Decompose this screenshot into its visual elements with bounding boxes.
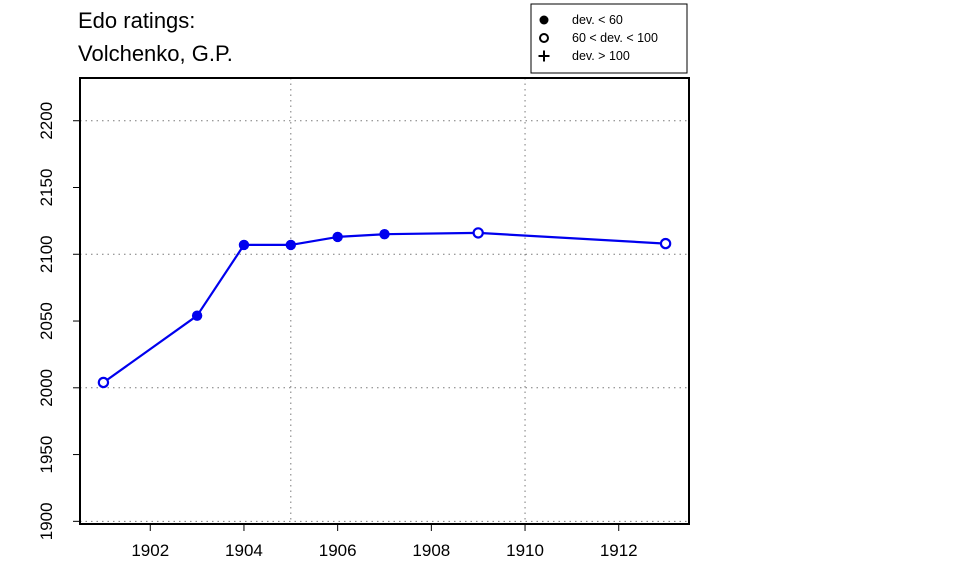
series-line: [102, 231, 666, 384]
legend-entry-label: dev. < 60: [572, 13, 623, 27]
legend-filled-circle-icon: [539, 15, 549, 25]
legend-open-circle-icon: [539, 33, 549, 43]
y-tick-label: 1950: [37, 436, 56, 474]
data-point: [238, 239, 250, 251]
data-point: [191, 310, 203, 321]
x-tick-label: 1912: [600, 541, 638, 560]
y-tick-label: 1900: [37, 502, 56, 540]
data-point: [332, 231, 343, 243]
legend: dev. < 60 60 < dev. < 100 dev. > 100: [530, 3, 688, 74]
x-tick-label: 1904: [225, 541, 263, 560]
y-tick-label: 2050: [37, 302, 56, 340]
y-tick-label: 2000: [37, 369, 56, 407]
data-point: [379, 229, 390, 240]
data-point: [659, 237, 672, 250]
data-point: [97, 376, 110, 389]
legend-entry-label: dev. > 100: [572, 49, 630, 63]
rating-series: [97, 227, 672, 389]
data-point: [472, 227, 484, 239]
x-tick-label: 1908: [412, 541, 450, 560]
legend-entry-label: 60 < dev. < 100: [572, 31, 658, 45]
data-point: [285, 239, 297, 251]
chart-title-line2: Volchenko, G.P.: [78, 41, 233, 66]
y-tick-label: 2200: [37, 102, 56, 140]
y-tick-label: 2150: [37, 169, 56, 207]
grid: [80, 78, 689, 524]
y-axis: 1900 1950 2000 2050 2100 2150 2200: [37, 102, 81, 540]
chart-title-line1: Edo ratings:: [78, 8, 195, 33]
x-tick-label: 1906: [319, 541, 357, 560]
x-tick-label: 1902: [131, 541, 169, 560]
legend-box: [530, 3, 688, 74]
plot-frame: [79, 77, 690, 525]
legend-plus-icon: [538, 50, 550, 62]
x-tick-label: 1910: [506, 541, 544, 560]
x-axis: 1902 1904 1906 1908 1910 1912: [131, 523, 638, 560]
y-tick-label: 2100: [37, 235, 56, 273]
